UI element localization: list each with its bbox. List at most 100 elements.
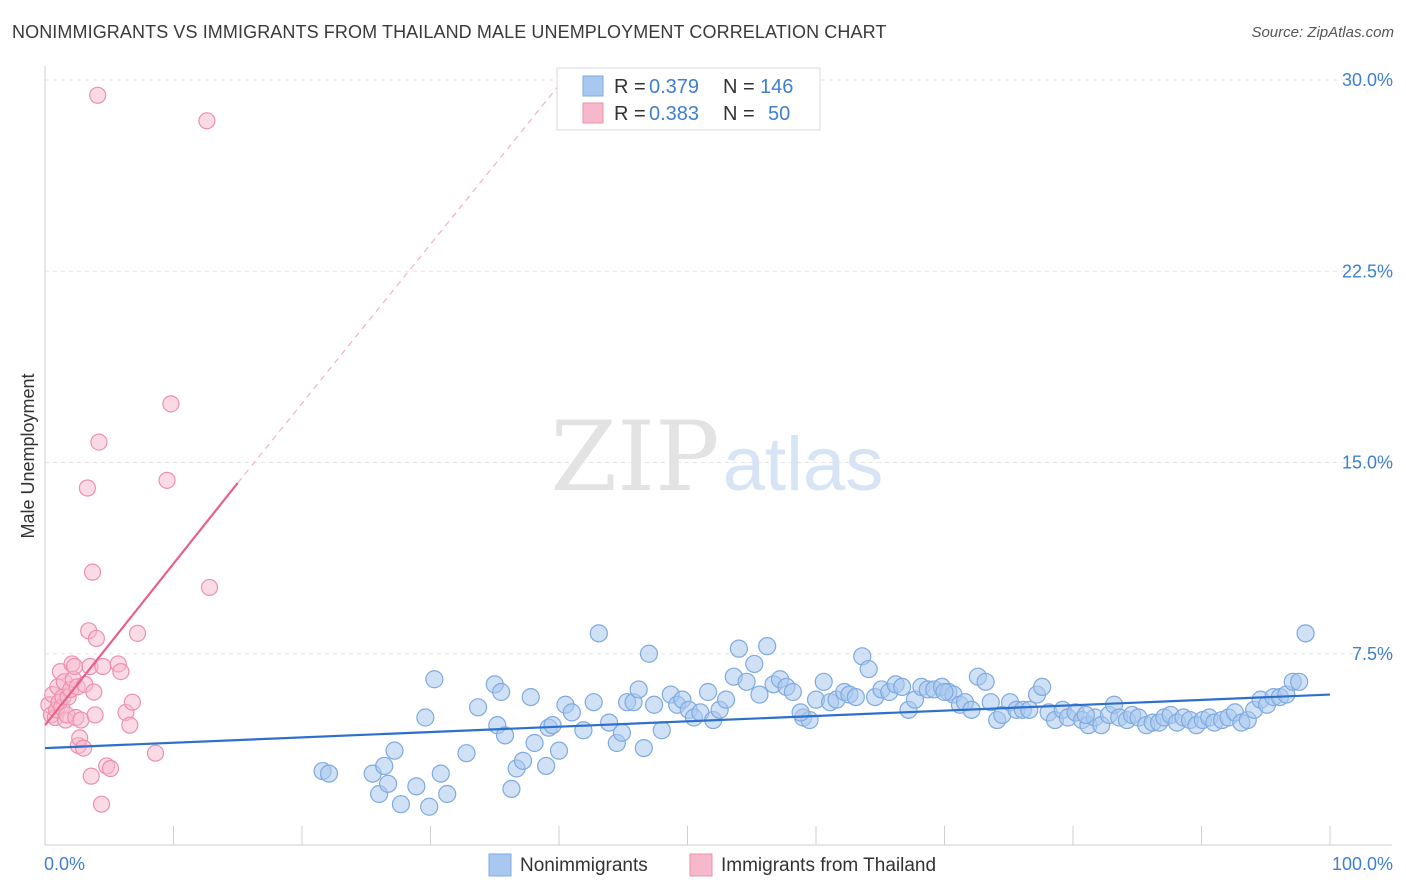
immigrants-points: [40, 86, 219, 813]
nonimmigrant-point: [589, 624, 608, 643]
watermark-atlas: atlas: [723, 422, 884, 507]
legend-r-value-immigrants: 0.383: [649, 103, 699, 125]
legend-r-label: R =: [614, 76, 646, 98]
nonimmigrant-point: [814, 672, 833, 691]
immigrant-point: [198, 112, 216, 130]
nonimmigrant-point: [745, 654, 764, 674]
legend-swatch-nonimmigrants: [582, 75, 604, 97]
nonimmigrant-point: [783, 682, 802, 702]
immigrant-point: [121, 716, 139, 734]
watermark: ZIP atlas: [550, 401, 883, 513]
immigrant-point: [86, 706, 104, 724]
x-tick-label: 100.0%: [1332, 854, 1393, 874]
immigrant-point: [87, 629, 106, 648]
immigrants-trend-extension: [237, 84, 560, 484]
nonimmigrant-point: [468, 698, 488, 717]
nonimmigrant-point: [846, 687, 865, 707]
immigrant-point: [128, 624, 147, 642]
nonimmigrant-point: [385, 741, 404, 760]
immigrants-trend-line: [44, 482, 239, 726]
legend-r-label: R =: [614, 103, 646, 125]
immigrant-point: [112, 662, 130, 681]
x-tick-label: 0.0%: [44, 854, 85, 874]
nonimmigrant-point: [1290, 672, 1309, 691]
nonimmigrant-point: [729, 639, 749, 658]
nonimmigrant-point: [574, 721, 593, 740]
watermark-zip: ZIP: [550, 401, 719, 513]
nonimmigrant-point: [457, 744, 476, 763]
nonimmigrant-point: [698, 682, 718, 702]
nonimmigrant-point: [892, 677, 912, 697]
nonimmigrant-point: [416, 708, 435, 727]
nonimmigrant-point: [1020, 700, 1039, 719]
chart-title: NONIMMIGRANTS VS IMMIGRANTS FROM THAILAN…: [12, 22, 887, 42]
legend-r-value-nonimmigrants: 0.379: [649, 76, 699, 98]
nonimmigrant-point: [791, 703, 810, 722]
immigrant-point: [162, 395, 180, 413]
nonimmigrant-point: [378, 774, 398, 793]
nonimmigrant-point: [492, 682, 511, 702]
y-tick-label: 7.5%: [1352, 644, 1393, 664]
nonimmigrant-point: [639, 644, 659, 663]
nonimmigrant-point: [935, 682, 954, 702]
nonimmigrant-point: [976, 672, 995, 691]
series-legend-immigrants: Immigrants from Thailand: [721, 855, 936, 876]
nonimmigrant-point: [600, 713, 619, 732]
nonimmigrant-point: [644, 695, 664, 714]
nonimmigrant-point: [1033, 677, 1052, 697]
x-tick-labels: 0.0% 100.0%: [44, 854, 1393, 874]
immigrant-point: [82, 767, 100, 785]
immigrant-point: [200, 578, 219, 597]
immigrant-point: [123, 693, 141, 711]
nonimmigrant-point: [319, 764, 339, 783]
series-legend-swatch-nonimmigrants: [488, 853, 512, 877]
immigrant-point: [158, 471, 176, 489]
immigrant-point: [146, 744, 165, 762]
trend-lines: [44, 84, 1331, 750]
y-axis-label: Male Unemployment: [18, 373, 38, 538]
legend-n-value-immigrants: 50: [768, 103, 790, 125]
nonimmigrant-point: [859, 659, 878, 679]
nonimmigrant-point: [758, 636, 777, 656]
nonimmigrant-point: [562, 703, 581, 722]
nonimmigrant-point: [391, 795, 411, 814]
immigrant-point: [89, 86, 107, 104]
series-legend-swatch-immigrants: [689, 853, 713, 877]
legend-n-label: N =: [723, 76, 755, 98]
source-label: Source: ZipAtlas.com: [1251, 24, 1394, 41]
nonimmigrants-trend-line: [44, 693, 1331, 750]
nonimmigrant-point: [525, 733, 544, 753]
nonimmigrant-point: [502, 779, 521, 799]
nonimmigrant-point: [431, 764, 450, 783]
nonimmigrant-point: [420, 797, 439, 816]
legend-n-value-nonimmigrants: 146: [760, 76, 793, 98]
y-tick-label: 30.0%: [1342, 70, 1393, 90]
immigrant-point: [65, 657, 84, 676]
nonimmigrant-point: [584, 693, 603, 712]
nonimmigrant-point: [543, 716, 562, 735]
series-legend: Nonimmigrants Immigrants from Thailand: [488, 853, 936, 877]
nonimmigrant-point: [750, 685, 769, 704]
immigrant-point: [90, 433, 108, 451]
nonimmigrant-point: [407, 777, 426, 796]
nonimmigrant-point: [629, 680, 648, 699]
nonimmigrant-point: [521, 687, 540, 707]
nonimmigrant-point: [1076, 705, 1095, 725]
immigrant-point: [101, 759, 120, 778]
correlation-legend: R = 0.379 N = 146 R = 0.383 N = 50: [556, 67, 821, 131]
y-tick-label: 15.0%: [1342, 453, 1393, 473]
immigrant-point: [83, 563, 102, 581]
immigrant-point: [74, 739, 93, 757]
nonimmigrant-point: [612, 723, 632, 742]
nonimmigrant-point: [549, 741, 569, 760]
nonimmigrant-point: [716, 690, 736, 709]
legend-swatch-immigrants: [582, 102, 604, 124]
nonimmigrant-point: [438, 784, 457, 804]
immigrant-point: [78, 479, 97, 497]
immigrant-point: [85, 683, 103, 701]
series-legend-nonimmigrants: Nonimmigrants: [520, 855, 648, 876]
gridlines: [45, 79, 1392, 655]
nonimmigrant-point: [513, 751, 533, 770]
nonimmigrant-point: [652, 721, 671, 740]
nonimmigrant-point: [375, 756, 394, 776]
